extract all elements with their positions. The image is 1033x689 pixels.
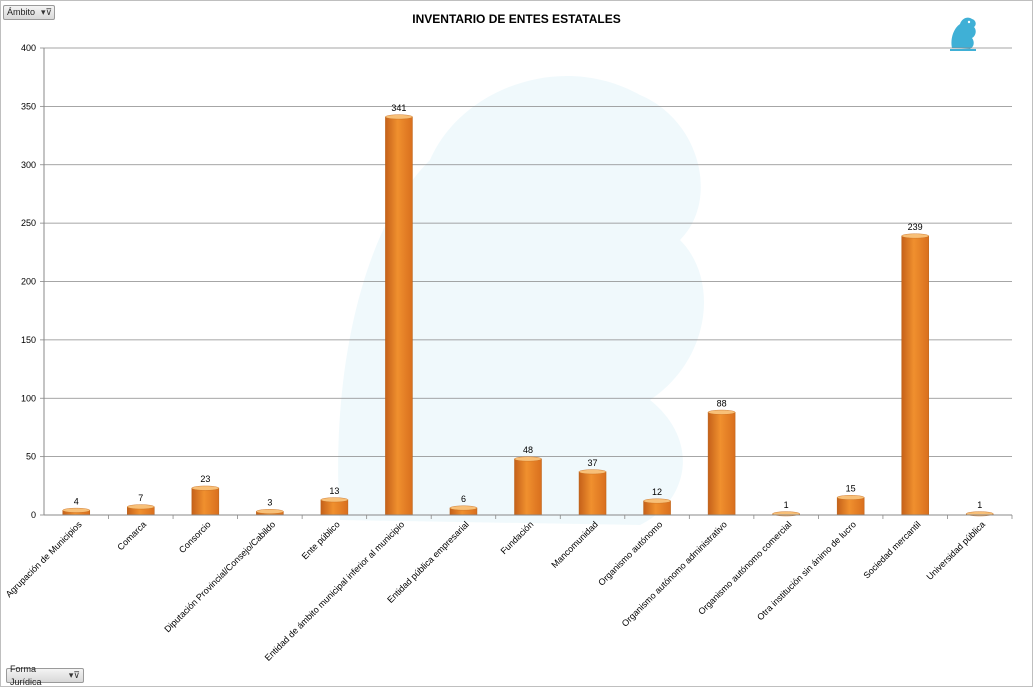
griffin-emblem-icon: [950, 17, 976, 51]
x-axis-labels: Agrupación de Municipios Comarca Consorcio…: [4, 519, 987, 663]
data-label: 15: [846, 483, 856, 493]
filter-icon: ▾⊽: [41, 7, 53, 17]
x-tick-label: Consorcio: [177, 519, 213, 555]
x-tick-label: Comarca: [115, 519, 148, 552]
y-tick-label: 200: [21, 277, 36, 287]
y-tick-label: 0: [31, 510, 36, 520]
data-label: 23: [200, 474, 210, 484]
bar-top: [385, 114, 413, 120]
data-label: 7: [138, 493, 143, 503]
bar-top: [707, 409, 736, 415]
bar-top: [643, 498, 671, 504]
y-tick-label: 100: [21, 393, 36, 403]
y-tick-label: 350: [21, 101, 36, 111]
x-tick-label: Entidad de ámbito municipal inferior al …: [263, 519, 407, 663]
data-labels: 4 7 23 3 13 341 6 48 37 12 88 1 15 239 1: [74, 103, 982, 510]
data-label: 13: [329, 486, 339, 496]
x-tick-label: Organismo autónomo administrativo: [620, 519, 729, 628]
bars: [62, 114, 1013, 519]
data-label: 1: [977, 500, 982, 510]
y-tick-label: 150: [21, 335, 36, 345]
bar-top: [901, 233, 929, 239]
axes: [43, 48, 1012, 516]
bar: [836, 497, 865, 516]
x-tick-label: Diputación Provincial/Consejo/Cabildo: [162, 519, 277, 634]
x-tick-label: Mancomunidad: [549, 519, 600, 570]
data-label: 341: [391, 103, 406, 113]
x-tick-label: Sociedad mercantil: [861, 519, 922, 580]
data-label: 12: [652, 487, 662, 497]
bar: [191, 487, 220, 516]
bar: [385, 116, 413, 516]
forma-juridica-filter-label: Forma Jurídica: [10, 663, 42, 687]
x-tick-label: Ente público: [300, 519, 342, 561]
bar-top: [62, 507, 90, 513]
y-axis-ticks: 0 50 100 150 200 250 300 350 400: [21, 43, 44, 520]
forma-juridica-filter-button[interactable]: Forma Jurídica ▾⊽: [6, 664, 84, 687]
data-label: 48: [523, 445, 533, 455]
x-tick-label: Agrupación de Municipios: [4, 519, 84, 599]
data-label: 4: [74, 496, 79, 506]
ambito-filter-button[interactable]: Ámbito ▾⊽: [3, 5, 55, 20]
x-tick-label: Organismo autónomo: [596, 519, 664, 587]
x-tick-label: Fundación: [499, 519, 536, 556]
filter-icon: ▾⊽: [68, 670, 80, 680]
bar-top: [836, 495, 865, 500]
data-label: 239: [908, 222, 923, 232]
y-tick-label: 300: [21, 160, 36, 170]
bar-top: [320, 497, 349, 503]
bar-top: [191, 485, 220, 491]
y-tick-label: 250: [21, 218, 36, 228]
bar-top: [256, 509, 284, 514]
griffin-watermark: [338, 75, 704, 526]
data-label: 6: [461, 494, 466, 504]
bar: [901, 235, 929, 516]
bar-top: [578, 469, 607, 475]
bar: [707, 412, 736, 516]
y-tick-label: 50: [26, 452, 36, 462]
data-label: 3: [267, 497, 272, 507]
y-tick-label: 400: [21, 43, 36, 53]
x-tick-label: Universidad pública: [925, 519, 988, 582]
bar-top: [449, 505, 478, 511]
bar: [514, 458, 542, 516]
data-label: 88: [717, 398, 727, 408]
bar-top: [127, 504, 155, 510]
bar-top: [514, 456, 542, 462]
chart-title: INVENTARIO DE ENTES ESTATALES: [412, 12, 621, 26]
bar: [578, 471, 607, 516]
data-label: 37: [588, 458, 598, 468]
ambito-filter-label: Ámbito: [7, 7, 36, 17]
data-label: 1: [784, 500, 789, 510]
